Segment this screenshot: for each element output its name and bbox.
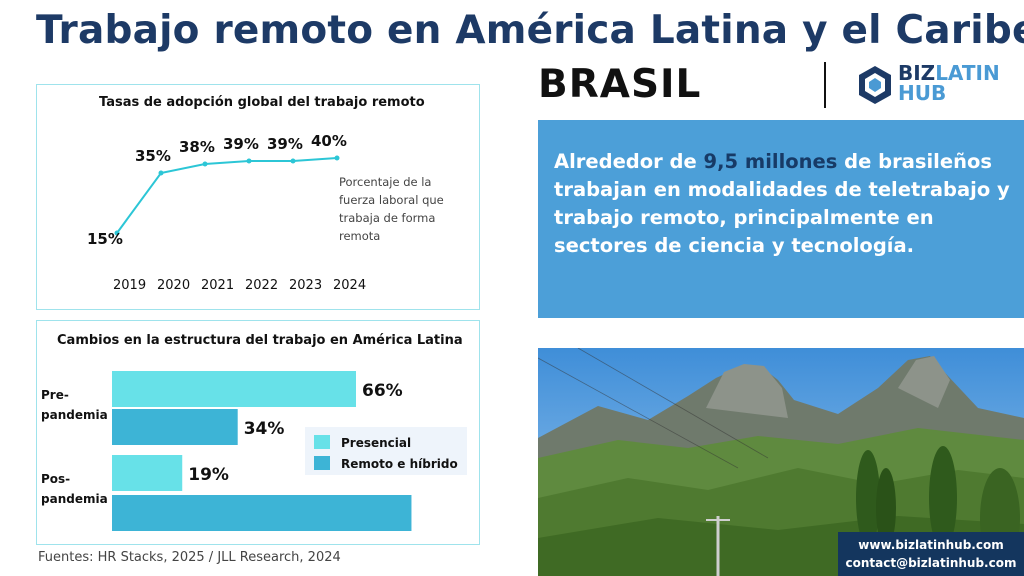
- bar-chart: 66% 34% Pre-pandemia 19% Pos-pandemia Presenc…: [41, 371, 467, 531]
- legend-box: [305, 427, 467, 475]
- legend-swatch-Presencial: [314, 435, 330, 449]
- info-box: Alrededor de 9,5 millones de brasileños …: [538, 120, 1024, 318]
- country-subtitle: BRASIL: [538, 62, 702, 107]
- bar-label-Pos-pandemia-Presencial: 19%: [188, 465, 229, 485]
- header-divider: [824, 62, 826, 108]
- line-point-2024: [334, 155, 340, 161]
- line-point-2021: [202, 161, 208, 167]
- x-tick-2024: 2024: [333, 278, 366, 293]
- category-label-Pos-pandemia-0: Pos-: [41, 472, 70, 486]
- logo-text-latin: LATIN: [935, 61, 1000, 85]
- x-tick-2019: 2019: [113, 278, 146, 293]
- contact-box: www.bizlatinhub.com contact@bizlatinhub.…: [838, 532, 1024, 576]
- data-label-2024: 40%: [311, 132, 347, 150]
- line-chart-title: Tasas de adopción global del trabajo rem…: [99, 95, 425, 110]
- contact-email[interactable]: contact@bizlatinhub.com: [845, 556, 1017, 570]
- logo-text-hub: HUB: [898, 81, 947, 105]
- bar-label-Pre-pandemia-Presencial: 66%: [362, 381, 403, 401]
- line-point-2023: [290, 158, 296, 164]
- line-point-2019: [114, 230, 120, 236]
- x-tick-2020: 2020: [157, 278, 190, 293]
- bizlatinhub-logo-icon: [859, 66, 891, 104]
- category-label-Pre-pandemia-1: pandemia: [41, 408, 108, 422]
- line-point-2022: [246, 158, 252, 164]
- bar-Pos-pandemia-Presencial: [112, 455, 183, 491]
- data-label-2022: 39%: [223, 135, 259, 153]
- info-highlight: 9,5 millones: [703, 150, 838, 173]
- chart-annotation: Porcentaje de la fuerza laboral que trabaj…: [339, 175, 444, 243]
- data-label-2021: 38%: [179, 138, 215, 156]
- data-label-2020: 35%: [135, 147, 171, 165]
- category-label-Pos-pandemia-1: pandemia: [41, 492, 108, 506]
- contact-website[interactable]: www.bizlatinhub.com: [858, 538, 1004, 552]
- data-label-2019: 15%: [87, 230, 123, 248]
- data-label-2023: 39%: [267, 135, 303, 153]
- legend-swatch-Remoto e híbrido: [314, 456, 330, 470]
- info-text: Alrededor de 9,5 millones de brasileños …: [554, 148, 1010, 260]
- bar-chart-title: Cambios en la estructura del trabajo en …: [57, 333, 463, 348]
- legend-label-Presencial: Presencial: [341, 436, 411, 450]
- bar-Pre-pandemia-Remoto e híbrido: [112, 409, 238, 445]
- line-point-2020: [158, 170, 164, 176]
- bar-label-Pre-pandemia-Remoto e híbrido: 34%: [244, 419, 285, 439]
- category-label-Pre-pandemia-0: Pre-: [41, 388, 69, 402]
- info-text-pre: Alrededor de: [554, 150, 704, 173]
- bar-chart-panel: Cambios en la estructura del trabajo en …: [36, 320, 480, 545]
- x-tick-2023: 2023: [289, 278, 322, 293]
- line-chart: 15% 35% 38% 39% 39% 40% 2019 2020 2021 2022 2023 20…: [87, 132, 444, 293]
- line-chart-panel: Tasas de adopción global del trabajo rem…: [36, 84, 480, 310]
- sources-note: Fuentes: HR Stacks, 2025 / JLL Research,…: [38, 550, 341, 565]
- page-title: Trabajo remoto en América Latina y el Ca…: [36, 8, 1024, 53]
- x-tick-2022: 2022: [245, 278, 278, 293]
- x-tick-2021: 2021: [201, 278, 234, 293]
- bar-Pos-pandemia-Remoto e híbrido: [112, 495, 412, 531]
- logo-text-biz: BIZ: [898, 61, 936, 85]
- bizlatinhub-logo: BIZLATIN HUB: [858, 61, 1000, 107]
- legend-label-Remoto e híbrido: Remoto e híbrido: [341, 457, 458, 471]
- info-text-post: de brasileños trabajan en modalidades de…: [554, 150, 1010, 257]
- bar-Pre-pandemia-Presencial: [112, 371, 356, 407]
- line-series-path: [116, 157, 338, 234]
